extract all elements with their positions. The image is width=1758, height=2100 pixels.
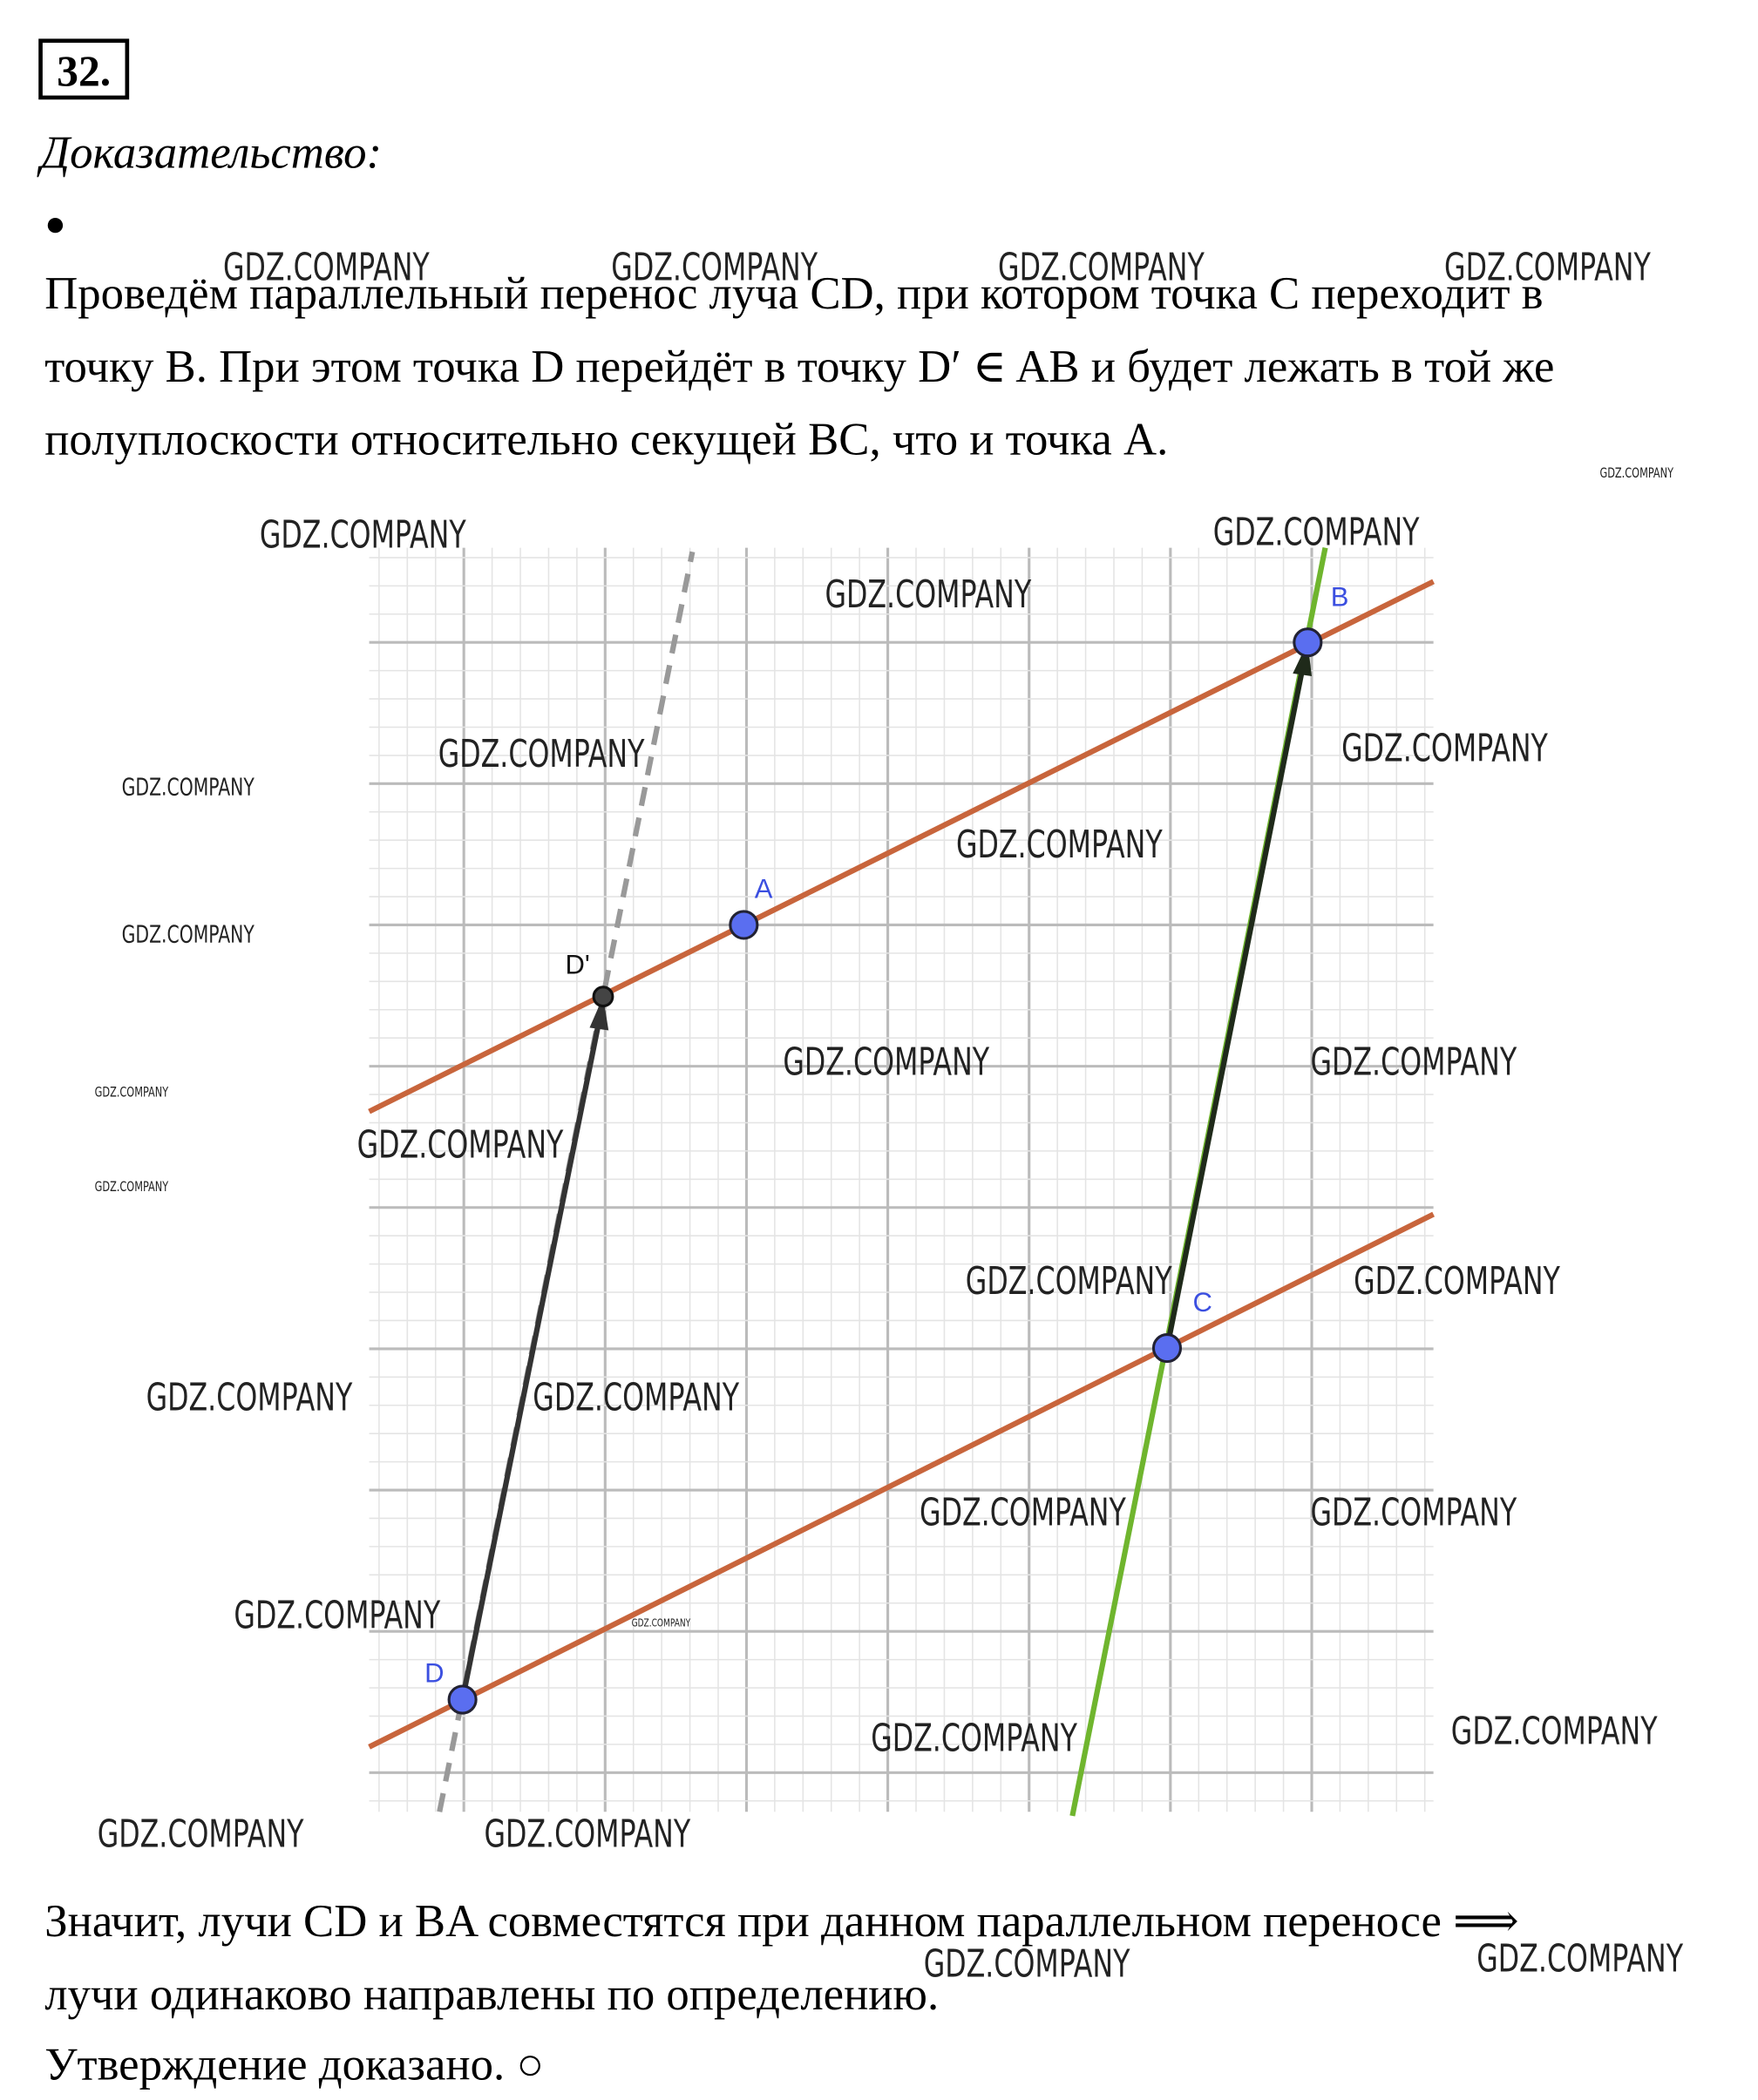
watermarks: GDZ.COMPANY GDZ.COMPANY GDZ.COMPANY GDZ.COM… — [95, 246, 1684, 1986]
bullet: ● — [44, 204, 65, 243]
watermark: GDZ.COMPANY — [260, 514, 466, 558]
watermark: GDZ.COMPANY — [1310, 1491, 1517, 1534]
watermark: GDZ.COMPANY — [632, 1616, 691, 1629]
number-box — [38, 38, 130, 100]
paragraph-line: лучи одинаково направлены по определению… — [44, 1969, 939, 2020]
watermark: GDZ.COMPANY — [533, 1376, 739, 1419]
watermark: GDZ.COMPANY — [1476, 1937, 1683, 1981]
watermark: GDZ.COMPANY — [1213, 511, 1420, 555]
heading: Доказательство: — [37, 128, 382, 179]
grid — [369, 547, 1434, 1812]
watermark: GDZ.COMPANY — [783, 1041, 989, 1085]
paragraph-line: Утверждение доказано. ○ — [44, 2039, 544, 2090]
watermark: GDZ.COMPANY — [357, 1123, 564, 1167]
point-label: D' — [566, 949, 590, 979]
watermark: GDZ.COMPANY — [1451, 1710, 1658, 1754]
line-ab — [368, 579, 1436, 1114]
point-label: D — [424, 1657, 444, 1688]
watermark: GDZ.COMPANY — [611, 246, 818, 289]
point-label: B — [1331, 581, 1349, 612]
paragraph-line: точку B. При этом точка D перейдёт в точ… — [44, 342, 1554, 392]
point-a — [729, 910, 759, 940]
watermark: GDZ.COMPANY — [1341, 728, 1548, 771]
watermark: GDZ.COMPANY — [95, 1179, 169, 1195]
watermark: GDZ.COMPANY — [966, 1260, 1172, 1304]
point-label: C — [1192, 1287, 1212, 1318]
watermark: GDZ.COMPANY — [956, 823, 1163, 867]
vector-dd — [459, 1020, 602, 1701]
paragraph-line: полуплоскости относительно секущей BC, ч… — [44, 415, 1168, 465]
watermark: GDZ.COMPANY — [1599, 465, 1673, 481]
watermark: GDZ.COMPANY — [998, 246, 1205, 289]
dashed-line — [437, 551, 696, 1812]
point-d-prime — [592, 986, 614, 1008]
watermark: GDZ.COMPANY — [234, 1594, 440, 1637]
watermark: GDZ.COMPANY — [122, 920, 255, 949]
watermark: GDZ.COMPANY — [920, 1491, 1126, 1534]
watermark: GDZ.COMPANY — [1444, 246, 1651, 289]
watermark: GDZ.COMPANY — [871, 1717, 1077, 1760]
watermark: GDZ.COMPANY — [1354, 1260, 1560, 1304]
paragraph-line: Проведём параллельный перенос луча CD, п… — [44, 268, 1543, 319]
point-b — [1293, 627, 1323, 658]
vector-cb — [1164, 668, 1306, 1349]
point-c — [1151, 1333, 1183, 1364]
watermark: GDZ.COMPANY — [825, 573, 1031, 617]
point-d — [447, 1684, 478, 1715]
watermark: GDZ.COMPANY — [924, 1943, 1130, 1987]
paragraph-line: Значит, лучи CD и BA совместятся при дан… — [44, 1896, 1519, 1947]
watermark: GDZ.COMPANY — [1310, 1041, 1517, 1085]
point-label: A — [755, 873, 773, 904]
problem-number: 32. — [57, 47, 111, 95]
watermark: GDZ.COMPANY — [438, 733, 645, 776]
watermark: GDZ.COMPANY — [95, 1085, 169, 1101]
watermark: GDZ.COMPANY — [484, 1813, 690, 1857]
watermark: GDZ.COMPANY — [122, 773, 255, 802]
diagram: A B C D D' — [368, 546, 1436, 1817]
watermark: GDZ.COMPANY — [223, 246, 430, 289]
watermark: GDZ.COMPANY — [146, 1376, 353, 1419]
line-dc — [368, 1211, 1436, 1750]
watermark: GDZ.COMPANY — [98, 1813, 304, 1857]
